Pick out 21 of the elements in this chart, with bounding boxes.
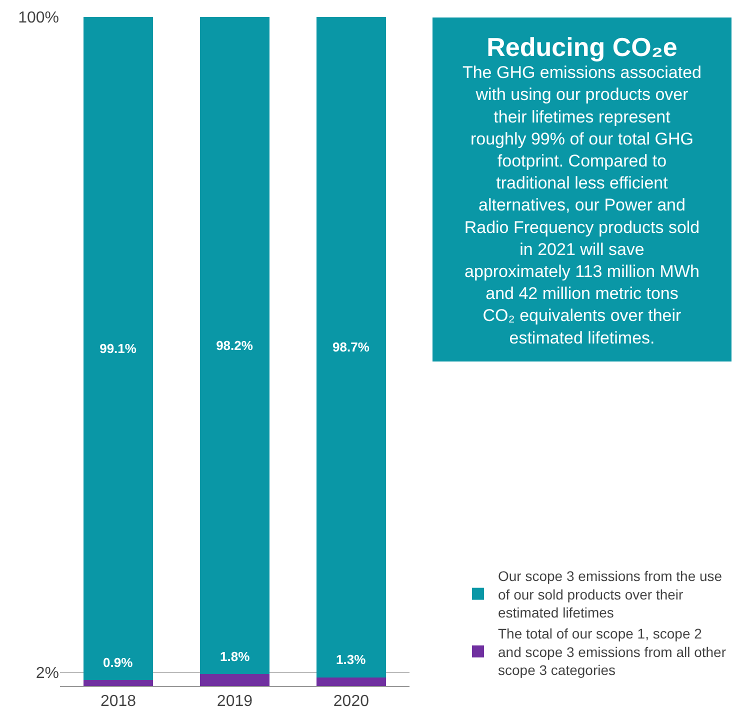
x-tick-label: 2019 [216, 693, 253, 710]
text: 98.2% [216, 338, 253, 353]
x-tick-label: 2020 [333, 693, 370, 710]
bar [316, 17, 386, 678]
text: 99.1% [100, 340, 136, 356]
y-tick-label: 100% [18, 10, 59, 27]
text: The GHG emissions associated with using our products over their lifetimes represent roughly 99% of our total GHG footprint. Compared to traditional less efficient alternatives, our Power and Radio Frequency products sold in 2021 will save approximately 113 million MWh and 42 million metric tons CO₂ equivalents over their estimated lifetimes. [462, 63, 702, 348]
bar [83, 17, 154, 680]
x-tick-label: 2018 [100, 693, 136, 710]
text: 98.7% [332, 340, 370, 355]
text: 1.8% [220, 649, 250, 664]
bar [83, 680, 154, 686]
bar [200, 17, 270, 674]
y-tick-label: 2% [36, 665, 59, 682]
text: 0.9% [103, 655, 133, 670]
text: 1.3% [336, 652, 366, 667]
bar [200, 674, 270, 686]
legend-label: The total of our scope 1, scope 2 and scope 3 emissions from all other scope 3 categories [498, 626, 726, 678]
text: Reducing CO₂e [486, 32, 678, 62]
bar [316, 677, 386, 686]
legend-label: Our scope 3 emissions from the use of our sold products over their estimated lifetimes [498, 568, 722, 620]
